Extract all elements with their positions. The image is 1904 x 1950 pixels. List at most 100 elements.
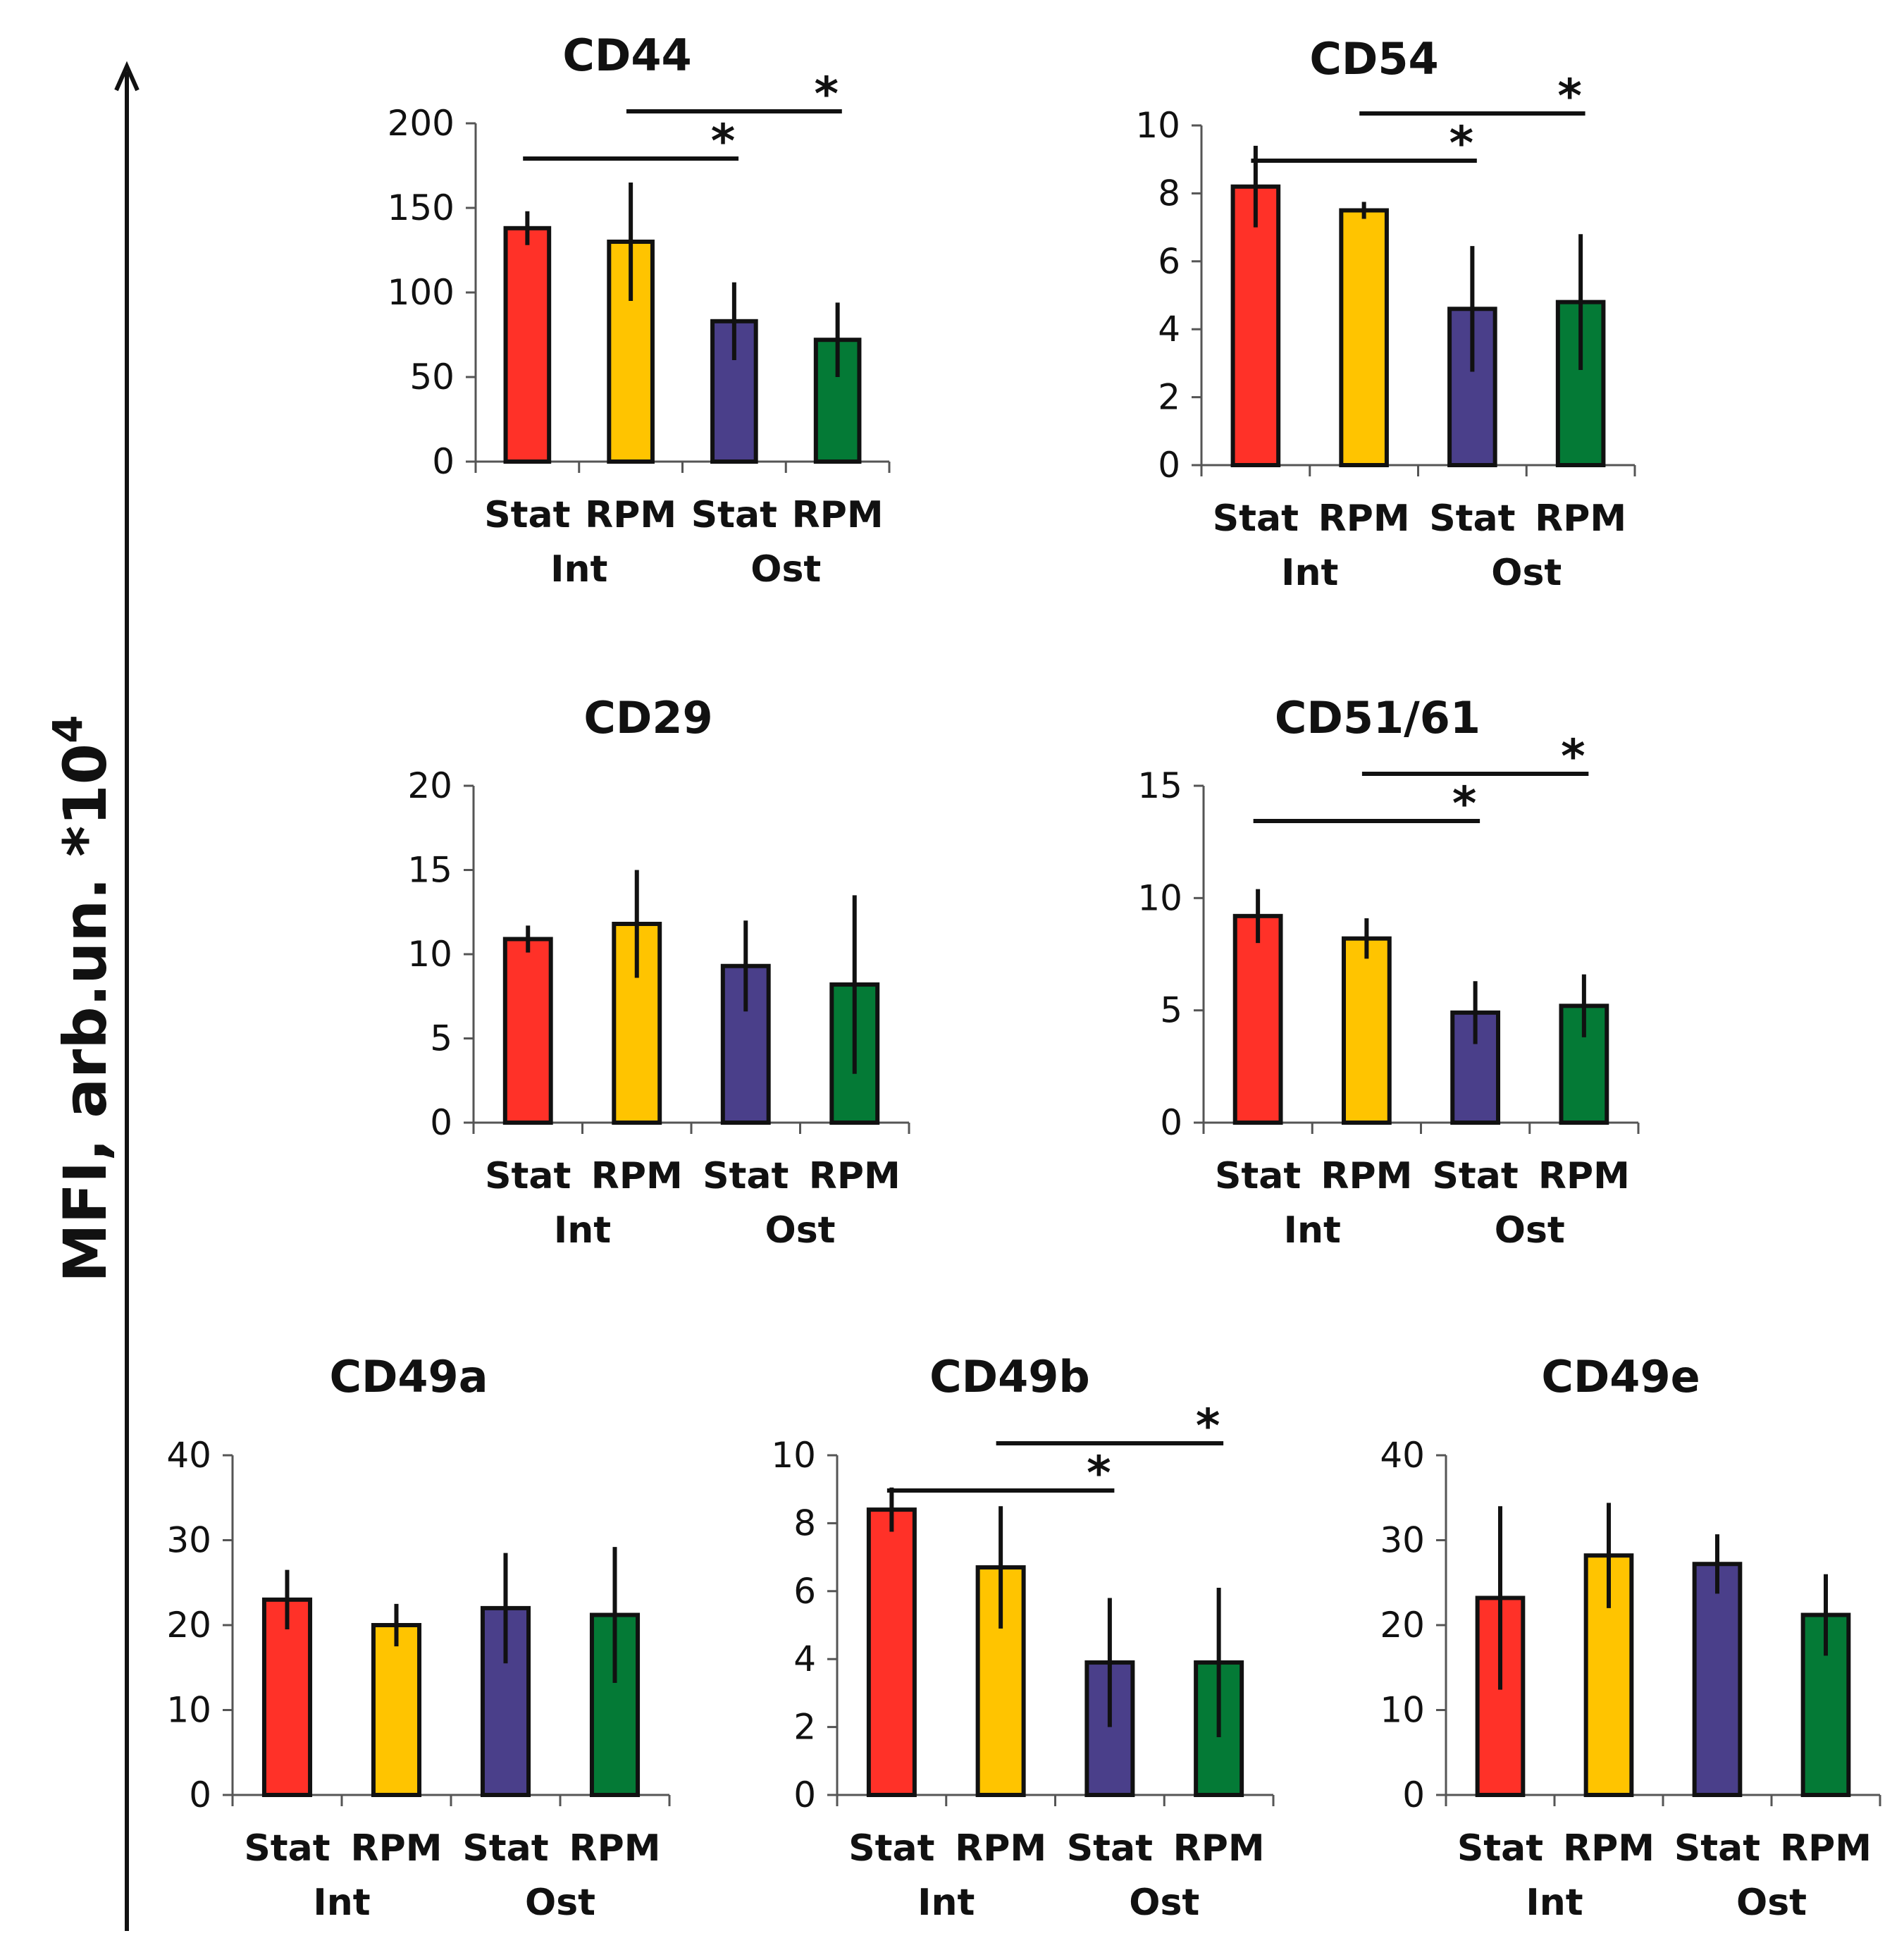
y-tick-label: 0	[1158, 445, 1180, 486]
x-group-label: Ost	[750, 548, 821, 591]
x-group-label: Ost	[765, 1209, 835, 1252]
y-tick-label: 10	[771, 1435, 816, 1476]
x-category-label: Stat	[244, 1827, 330, 1870]
significance-star: *	[1087, 1446, 1111, 1500]
chart-title: CD49e	[1541, 1351, 1700, 1402]
x-group-label: Int	[917, 1882, 975, 1924]
x-category-label: Stat	[484, 494, 570, 536]
x-group-label: Int	[313, 1882, 370, 1924]
y-tick-label: 40	[166, 1435, 211, 1476]
x-category-label: RPM	[1538, 1155, 1630, 1197]
x-group-label: Ost	[1491, 552, 1562, 594]
y-tick-label: 8	[1158, 173, 1180, 214]
y-tick-label: 30	[166, 1520, 211, 1561]
x-group-label: Int	[1526, 1882, 1583, 1924]
x-category-label: Stat	[1432, 1155, 1518, 1197]
x-category-label: Stat	[1429, 498, 1515, 540]
y-tick-label: 2	[1158, 377, 1180, 418]
chart-cd49b: CD49b 0 2 4 6 8 10 Stat RPM Stat RPM Int Ost * *	[771, 1351, 1275, 1924]
x-group-label: Int	[550, 548, 607, 591]
y-tick-label: 0	[432, 441, 455, 482]
bar-rpm-int	[1341, 936, 1392, 1125]
y-tick-label: 10	[1380, 1690, 1425, 1731]
y-tick-label: 10	[1137, 877, 1182, 918]
x-category-label: Stat	[1674, 1827, 1760, 1870]
x-category-label: RPM	[1318, 498, 1410, 540]
bar-stat-int	[1230, 184, 1281, 467]
x-category-label: Stat	[1215, 1155, 1301, 1197]
x-category-label: Stat	[462, 1827, 548, 1870]
x-category-label: RPM	[1563, 1827, 1655, 1870]
bar-stat-ost	[1692, 1562, 1743, 1797]
y-tick-label: 6	[1158, 241, 1180, 282]
y-tick-label: 0	[430, 1102, 452, 1143]
x-category-label: Stat	[848, 1827, 934, 1870]
bar-stat-int	[503, 226, 552, 464]
significance-star: *	[1561, 729, 1585, 784]
x-category-label: Stat	[1067, 1827, 1153, 1870]
y-tick-label: 40	[1380, 1435, 1425, 1476]
x-category-label: RPM	[351, 1827, 443, 1870]
bar-rpm-int	[371, 1623, 422, 1797]
shared-y-axis-label: MFI, arb.un. *104	[44, 715, 120, 1283]
bar-stat-int	[502, 937, 553, 1125]
chart-title: CD49a	[329, 1351, 488, 1402]
x-category-label: RPM	[1780, 1827, 1872, 1870]
x-group-label: Int	[1281, 552, 1338, 594]
chart-title: CD44	[562, 30, 691, 81]
chart-cd51-61: CD51/61 0 5 10 15 Stat RPM Stat RPM Int Ost * *	[1137, 692, 1640, 1252]
significance-star: *	[1196, 1399, 1220, 1453]
chart-title: CD49b	[929, 1351, 1090, 1402]
y-tick-label: 100	[388, 272, 455, 313]
x-category-label: RPM	[792, 494, 884, 536]
significance-star: *	[1557, 69, 1582, 123]
significance-star: *	[1452, 777, 1477, 831]
y-tick-label: 10	[166, 1690, 211, 1731]
chart-cd49e: CD49e 0 10 20 30 40 Stat RPM Stat RPM Int Ost	[1380, 1351, 1881, 1924]
y-tick-label: 0	[1402, 1775, 1425, 1815]
significance-star: *	[711, 114, 736, 168]
x-category-label: RPM	[1321, 1155, 1412, 1197]
x-group-label: Int	[554, 1209, 611, 1252]
y-tick-label: 10	[407, 934, 452, 975]
x-group-label: Ost	[525, 1882, 595, 1924]
x-category-label: Stat	[485, 1155, 571, 1197]
x-category-label: Stat	[703, 1155, 789, 1197]
x-group-label: Ost	[1736, 1882, 1807, 1924]
y-tick-label: 4	[1158, 309, 1180, 350]
chart-cd54: CD54 0 2 4 6 8 10 Stat RPM Stat RPM Int Ost * *	[1135, 33, 1636, 594]
y-axis-label-text: MFI, arb.un. *10	[51, 743, 120, 1283]
y-tick-label: 50	[409, 357, 455, 397]
x-category-label: Stat	[691, 494, 777, 536]
y-tick-label: 4	[793, 1639, 816, 1679]
y-tick-label: 5	[430, 1018, 452, 1059]
y-tick-label: 20	[407, 765, 452, 806]
y-tick-label: 30	[1380, 1520, 1425, 1561]
y-tick-label: 2	[793, 1707, 816, 1748]
bar-stat-int	[1232, 913, 1283, 1125]
x-category-label: RPM	[1535, 498, 1626, 540]
y-tick-label: 0	[189, 1775, 211, 1815]
y-tick-label: 200	[388, 103, 455, 144]
bar-stat-int	[866, 1507, 917, 1798]
chart-title: CD51/61	[1275, 692, 1480, 743]
y-tick-label: 15	[1137, 765, 1182, 806]
chart-cd29: CD29 0 5 10 15 20 Stat RPM Stat RPM Int Ost	[407, 692, 910, 1252]
y-axis-label-exponent: 4	[44, 715, 92, 743]
x-category-label: RPM	[1173, 1827, 1265, 1870]
y-tick-label: 5	[1160, 990, 1182, 1031]
x-category-label: Stat	[1457, 1827, 1543, 1870]
y-tick-label: 0	[793, 1775, 816, 1815]
x-category-label: RPM	[569, 1827, 661, 1870]
y-tick-label: 20	[166, 1605, 211, 1646]
y-tick-label: 15	[407, 850, 452, 891]
y-tick-label: 10	[1135, 105, 1180, 146]
significance-star: *	[1449, 116, 1474, 171]
bar-rpm-int	[1339, 208, 1389, 467]
bar-stat-int	[261, 1597, 313, 1798]
y-tick-label: 8	[793, 1502, 816, 1543]
chart-title: CD29	[583, 692, 712, 743]
x-group-label: Ost	[1129, 1882, 1199, 1924]
x-category-label: Stat	[1213, 498, 1299, 540]
